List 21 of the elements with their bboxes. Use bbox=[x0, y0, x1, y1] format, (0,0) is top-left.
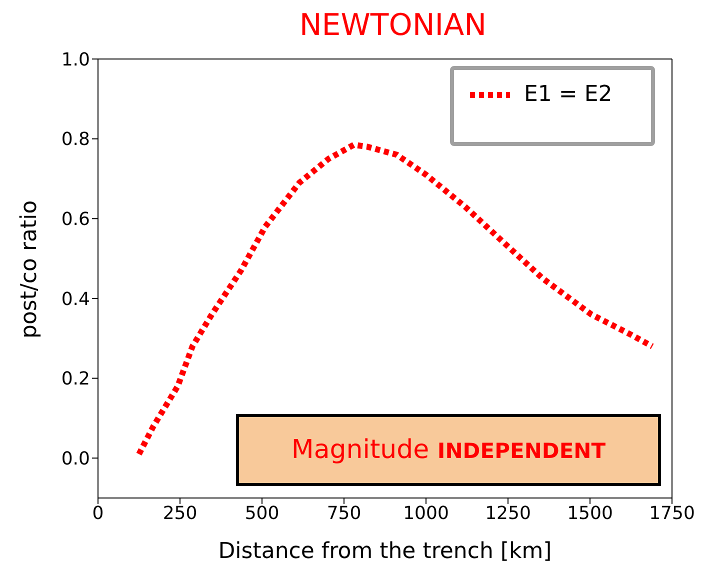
x-tick-label: 1500 bbox=[567, 502, 613, 524]
y-tick-label: 1.0 bbox=[61, 49, 90, 70]
legend-label: E1 = E2 bbox=[524, 82, 612, 107]
x-tick-label: 1750 bbox=[649, 502, 695, 524]
text-box: Magnitude INDEPENDENT bbox=[236, 414, 661, 486]
x-tick-label: 250 bbox=[162, 502, 198, 524]
annotation: Magnitude INDEPENDENT bbox=[291, 435, 606, 465]
x-tick-label: 1000 bbox=[403, 502, 449, 524]
y-tick-label: 0.6 bbox=[61, 209, 90, 230]
x-axis-title: Distance from the trench [km] bbox=[218, 539, 552, 564]
x-tick-label: 500 bbox=[244, 502, 280, 524]
x-tick-label: 1250 bbox=[485, 502, 531, 524]
y-tick-label: 0.0 bbox=[61, 448, 90, 470]
x-tick-label: 750 bbox=[326, 502, 362, 524]
x-tick-label: 0 bbox=[92, 502, 104, 524]
y-axis-title: post/co ratio bbox=[16, 200, 42, 338]
y-tick-label: 0.2 bbox=[61, 368, 90, 390]
y-tick-label: 0.4 bbox=[61, 288, 90, 310]
y-tick-label: 0.8 bbox=[61, 129, 90, 150]
legend-frame: E1 = E2 bbox=[450, 66, 655, 146]
chart-title: NEWTONIAN bbox=[298, 8, 488, 43]
